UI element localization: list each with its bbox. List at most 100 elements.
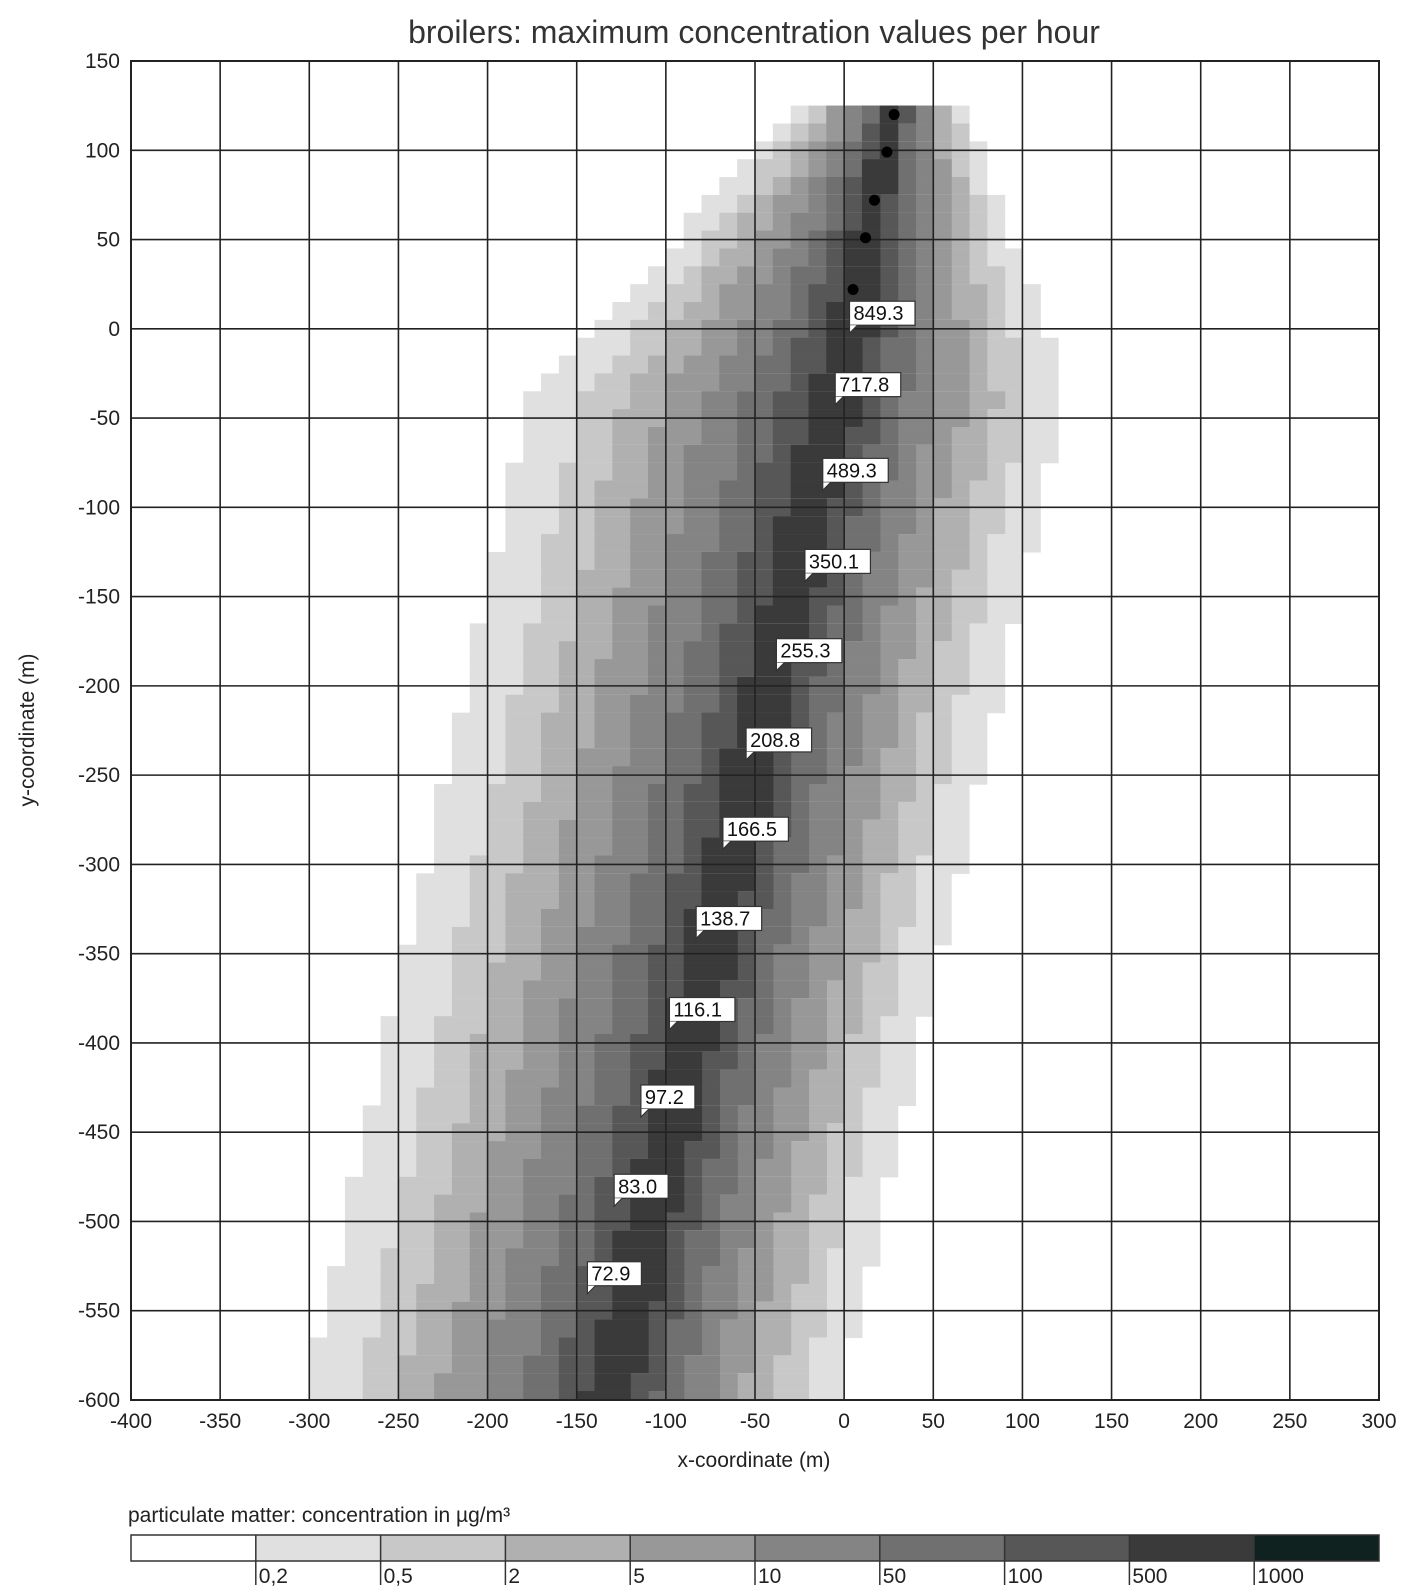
- legend-swatch: [131, 1535, 257, 1561]
- x-axis-ticks: -400 -350 -300 -250 -200 -150 -100 -50 0 50 100 150…: [110, 1410, 1397, 1433]
- label-pointer: [822, 481, 832, 492]
- legend-swatch: [505, 1535, 631, 1561]
- label-box: [804, 548, 872, 574]
- x-tick-label: 150: [1094, 1410, 1129, 1433]
- source-point: [888, 109, 900, 121]
- source-point: [860, 232, 872, 244]
- label-box: [722, 816, 790, 842]
- y-tick-label: -350: [78, 943, 120, 966]
- plume-cell: [594, 1319, 649, 1339]
- plume-cell: [755, 623, 810, 642]
- x-tick-label: -300: [288, 1410, 330, 1433]
- x-tick-label: -50: [740, 1410, 770, 1433]
- plume-cell: [594, 1373, 631, 1392]
- concentration-value: 72.9: [591, 1264, 630, 1286]
- plume-cell: [861, 177, 899, 196]
- label-box: [834, 372, 902, 398]
- x-tick-label: -250: [377, 1410, 419, 1433]
- concentration-value: 97.2: [645, 1087, 684, 1109]
- y-tick-label: 0: [108, 318, 120, 341]
- plume-cell: [612, 1230, 667, 1249]
- legend-threshold-label: 5: [633, 1565, 645, 1588]
- label-pointer: [613, 1197, 623, 1208]
- plume-cell: [737, 694, 792, 714]
- concentration-value: 138.7: [700, 908, 750, 930]
- x-tick-label: -100: [645, 1410, 687, 1433]
- y-tick-label: -600: [78, 1389, 120, 1412]
- concentration-value: 350.1: [809, 551, 859, 573]
- plume-cell: [844, 248, 881, 267]
- legend-threshold-label: 500: [1132, 1565, 1167, 1588]
- plume-cell: [701, 873, 756, 892]
- label-pointer: [804, 572, 814, 583]
- concentration-value: 116.1: [673, 1000, 722, 1022]
- legend-swatch: [1254, 1535, 1380, 1561]
- concentration-label: 489.3: [822, 457, 889, 492]
- y-tick-label: -400: [78, 1032, 120, 1055]
- label-pointer: [668, 1021, 678, 1031]
- x-tick-label: -350: [199, 1410, 241, 1433]
- concentration-value: 489.3: [827, 460, 877, 482]
- x-tick-label: 250: [1272, 1410, 1307, 1433]
- x-tick-label: 100: [1005, 1410, 1040, 1433]
- x-tick-label: 200: [1183, 1410, 1218, 1433]
- y-tick-label: -300: [78, 853, 120, 876]
- plume-cell: [648, 1069, 703, 1089]
- legend-swatch: [879, 1535, 1006, 1561]
- x-tick-label: 300: [1361, 1410, 1396, 1433]
- plume-cell: [772, 516, 827, 535]
- legend-threshold-label: 2: [508, 1565, 520, 1588]
- plume-cell: [879, 123, 899, 142]
- plume-cell: [683, 962, 738, 982]
- label-pointer: [775, 662, 785, 673]
- concentration-value: 255.3: [780, 641, 830, 663]
- plume-cell: [648, 1105, 703, 1124]
- legend-swatch: [1129, 1535, 1255, 1561]
- source-point: [847, 284, 859, 296]
- concentration-label: 116.1: [668, 996, 736, 1031]
- label-box: [745, 727, 813, 753]
- emission-sources: [847, 109, 900, 296]
- y-tick-label: -100: [78, 496, 120, 519]
- legend-threshold-label: 50: [883, 1565, 906, 1588]
- plume-cell: [576, 1391, 631, 1400]
- x-tick-label: 50: [922, 1410, 945, 1433]
- concentration-label: 138.7: [695, 905, 763, 940]
- legend-swatch: [380, 1535, 506, 1561]
- plot-frame: [130, 60, 1380, 1401]
- label-pointer: [834, 396, 844, 407]
- plume-cell: [790, 480, 845, 500]
- concentration-label: 350.1: [804, 548, 872, 583]
- y-tick-label: -550: [78, 1300, 120, 1323]
- label-box: [586, 1261, 643, 1287]
- plume-cell: [772, 534, 827, 553]
- label-box: [668, 996, 736, 1023]
- concentration-label: 72.9: [586, 1261, 643, 1296]
- label-pointer: [586, 1285, 596, 1296]
- plume-cell: [861, 212, 881, 232]
- plume-cell: [701, 837, 756, 857]
- label-box: [848, 300, 916, 326]
- plume-cell: [737, 712, 792, 732]
- legend-title: particulate matter: concentration in µg/…: [128, 1504, 510, 1527]
- concentration-label: 717.8: [834, 372, 902, 407]
- legend-threshold-label: 100: [1008, 1565, 1043, 1588]
- plume-cell: [665, 1051, 703, 1071]
- plume-cell: [630, 1158, 685, 1178]
- x-axis-label: x-coordinate (m): [678, 1449, 831, 1472]
- concentration-value: 717.8: [839, 375, 889, 397]
- plume-cell: [861, 159, 899, 178]
- label-box: [695, 905, 763, 932]
- source-point: [881, 146, 893, 158]
- concentration-value: 849.3: [853, 303, 903, 325]
- legend-swatch: [255, 1535, 382, 1561]
- plume-cell: [719, 801, 774, 821]
- concentration-label: 97.2: [640, 1084, 696, 1119]
- plume-cell: [772, 569, 827, 589]
- label-pointer: [848, 324, 858, 335]
- legend-swatch: [1004, 1535, 1130, 1561]
- plume-cell: [808, 426, 845, 446]
- concentration-label: 255.3: [775, 638, 843, 673]
- label-box: [775, 638, 843, 664]
